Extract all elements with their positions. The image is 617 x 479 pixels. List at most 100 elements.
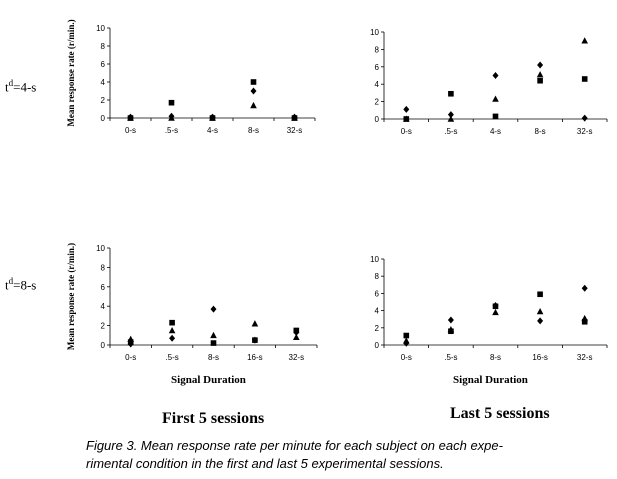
- x-tick-label: 32-s: [577, 353, 593, 362]
- y-tick-label: 2: [375, 324, 380, 333]
- x-axis-title: Signal Duration: [171, 374, 246, 386]
- chart-panel-3: 0 2 4 6 8 10 0-s .5-s 8-s 16-s 32-s Mean response r…: [66, 243, 318, 386]
- y-axis-title: Mean response rate (r/min.): [66, 19, 76, 126]
- marker-diamond: [447, 316, 454, 324]
- x-tick-label: 8-s: [208, 353, 219, 362]
- y-tick-label: 8: [101, 263, 106, 272]
- marker-triangle: [250, 101, 257, 109]
- marker-square: [537, 291, 543, 298]
- marker-triangle: [492, 308, 499, 316]
- x-tick-label: 4-s: [207, 126, 218, 135]
- marker-triangle: [210, 331, 217, 339]
- marker-diamond: [537, 317, 544, 325]
- y-tick-label: 0: [101, 114, 106, 123]
- row-label-td8: td=8-s: [5, 276, 37, 293]
- y-tick-label: 6: [375, 63, 380, 72]
- y-tick-label: 0: [375, 115, 380, 124]
- x-tick-label: 32-s: [577, 127, 593, 136]
- x-tick-label: 8-s: [248, 126, 259, 135]
- marker-diamond: [447, 111, 454, 119]
- marker-triangle: [127, 335, 134, 342]
- y-tick-label: 0: [101, 341, 106, 350]
- x-axis-title: Signal Duration: [453, 374, 528, 386]
- marker-square: [448, 90, 454, 97]
- marker-square: [250, 79, 257, 85]
- x-tick-label: .5-s: [444, 127, 457, 136]
- x-tick-label: 32-s: [289, 353, 305, 362]
- x-tick-label: .5-s: [165, 126, 178, 135]
- marker-triangle: [536, 307, 544, 315]
- y-tick-label: 4: [375, 307, 380, 316]
- marker-triangle: [492, 95, 499, 102]
- marker-triangle: [293, 333, 300, 341]
- marker-square: [210, 340, 217, 346]
- marker-diamond: [581, 284, 588, 292]
- marker-triangle: [403, 115, 410, 122]
- marker-triangle: [251, 320, 259, 327]
- marker-diamond: [210, 305, 217, 313]
- x-tick-label: .5-s: [165, 353, 178, 362]
- caption-line-2: rimental condition in the first and last…: [86, 456, 444, 471]
- y-tick-label: 10: [96, 24, 105, 33]
- column-label-first: First 5 sessions: [162, 410, 265, 427]
- marker-triangle: [447, 326, 455, 333]
- figure-caption: Figure 3. Mean response rate per minute …: [86, 437, 596, 473]
- y-tick-label: 4: [375, 80, 380, 89]
- row-label-td4: td=4-s: [5, 78, 37, 95]
- chart-panel-1: 0 2 4 6 8 10 0-s .5-s 4-s 8-s 32-s Mean response ra…: [66, 19, 316, 135]
- marker-square: [169, 319, 175, 326]
- marker-square: [403, 332, 410, 339]
- marker-diamond: [492, 72, 499, 79]
- y-tick-label: 10: [96, 244, 105, 253]
- marker-triangle: [127, 114, 134, 121]
- y-tick-label: 6: [101, 283, 106, 292]
- marker-triangle: [291, 114, 298, 121]
- y-axis-title: Mean response rate (r/min.): [66, 243, 76, 350]
- y-tick-label: 2: [101, 322, 106, 331]
- x-tick-label: 32-s: [287, 126, 303, 135]
- y-tick-label: 4: [101, 302, 106, 311]
- y-tick-label: 8: [375, 272, 380, 281]
- marker-diamond: [251, 336, 258, 344]
- y-tick-label: 4: [101, 78, 106, 87]
- marker-square: [537, 77, 543, 84]
- marker-diamond: [492, 301, 499, 309]
- x-tick-label: 16-s: [532, 353, 548, 362]
- x-tick-label: 0-s: [125, 353, 136, 362]
- x-tick-label: 4-s: [490, 127, 501, 136]
- marker-diamond: [581, 114, 588, 122]
- x-tick-label: 0-s: [401, 353, 412, 362]
- y-tick-label: 0: [375, 341, 380, 350]
- marker-diamond: [293, 328, 300, 336]
- marker-triangle: [581, 314, 588, 322]
- y-tick-label: 10: [370, 28, 379, 37]
- x-tick-label: .5-s: [444, 353, 457, 362]
- x-tick-label: 0-s: [125, 126, 136, 135]
- marker-diamond: [537, 61, 544, 69]
- marker-triangle: [536, 71, 544, 78]
- marker-triangle: [209, 114, 216, 121]
- y-tick-label: 8: [375, 45, 380, 54]
- marker-diamond: [127, 340, 134, 348]
- chart-panel-2: 0 2 4 6 8 10 0-s .5-s 4-s 8-s 32-s: [370, 28, 608, 136]
- y-tick-label: 6: [375, 289, 380, 298]
- marker-diamond: [250, 87, 257, 95]
- marker-square: [581, 76, 588, 82]
- marker-triangle: [168, 326, 176, 334]
- figure-panels: 0 2 4 6 8 10 0-s .5-s 4-s 8-s 32-s Mean response ra…: [66, 19, 608, 386]
- marker-square: [492, 113, 499, 120]
- y-tick-label: 2: [375, 98, 380, 107]
- marker-triangle: [168, 114, 175, 121]
- y-tick-label: 2: [101, 96, 106, 105]
- caption-line-1: Figure 3. Mean response rate per minute …: [86, 438, 503, 453]
- chart-panel-4: 0 2 4 6 8 10 0-s .5-s 8-s 16-s 32-s Signal Duration: [370, 255, 608, 386]
- marker-triangle: [447, 115, 455, 122]
- y-tick-label: 6: [101, 60, 106, 69]
- y-tick-label: 8: [101, 42, 106, 51]
- marker-diamond: [169, 334, 176, 342]
- column-label-last: Last 5 sessions: [450, 405, 550, 422]
- marker-square: [168, 99, 175, 106]
- marker-square: [581, 318, 588, 325]
- x-tick-label: 8-s: [490, 353, 501, 362]
- x-tick-label: 0-s: [401, 127, 412, 136]
